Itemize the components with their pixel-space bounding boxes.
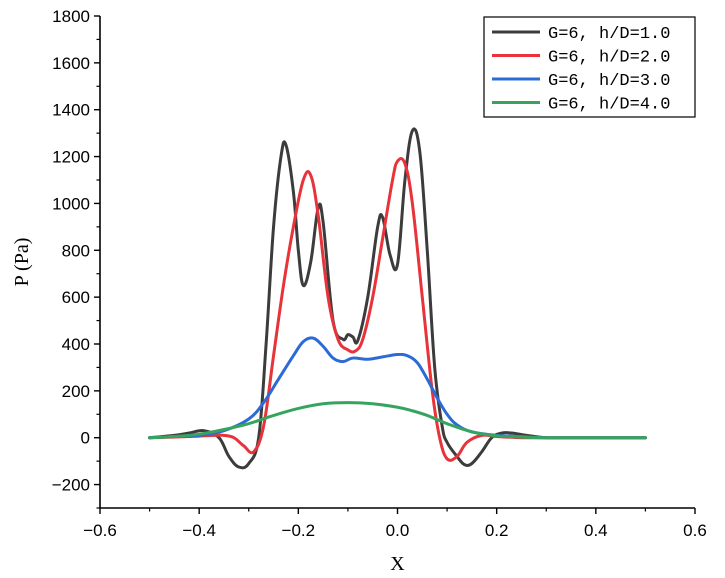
y-tick-label: 1600: [52, 54, 90, 73]
x-tick-label: −0.6: [83, 521, 117, 540]
y-tick-label: 0: [81, 429, 90, 448]
x-tick-label: −0.4: [182, 521, 216, 540]
x-tick-label: 0.0: [386, 521, 410, 540]
legend-label: G=6, h/D=2.0: [548, 49, 670, 68]
x-axis-title: X: [390, 553, 405, 575]
x-tick-label: 0.6: [683, 521, 707, 540]
series-layer: [148, 127, 647, 470]
y-tick-label: 400: [62, 335, 90, 354]
series-line-2: [148, 157, 647, 462]
legend-box: [483, 16, 696, 118]
legend-label: G=6, h/D=1.0: [548, 25, 670, 44]
y-tick-label: 1800: [52, 7, 90, 26]
x-tick-label: 0.2: [485, 521, 509, 540]
legend: G=6, h/D=1.0 G=6, h/D=2.0 G=6, h/D=3.0 G=6,…: [483, 16, 696, 118]
axes: −0.6 −0.4 −0.2 0.0 0.2 0.4 0.6 −200 0 200 400 600 80…: [52, 7, 707, 540]
series-line-3: [148, 336, 647, 440]
x-tick-label: −0.2: [282, 521, 316, 540]
y-tick-label: 1400: [52, 101, 90, 120]
y-axis-title: P (Pa): [11, 238, 33, 287]
y-tick-label: 800: [62, 241, 90, 260]
series-line-1: [148, 127, 647, 470]
y-tick-label: 200: [62, 382, 90, 401]
series-line-4: [148, 401, 647, 440]
y-tick-label: 1000: [52, 194, 90, 213]
legend-label: G=6, h/D=3.0: [548, 72, 670, 91]
y-tick-label: 1200: [52, 148, 90, 167]
legend-label: G=6, h/D=4.0: [548, 96, 670, 115]
y-tick-label: −200: [52, 476, 90, 495]
y-tick-label: 600: [62, 288, 90, 307]
x-tick-label: 0.4: [584, 521, 608, 540]
